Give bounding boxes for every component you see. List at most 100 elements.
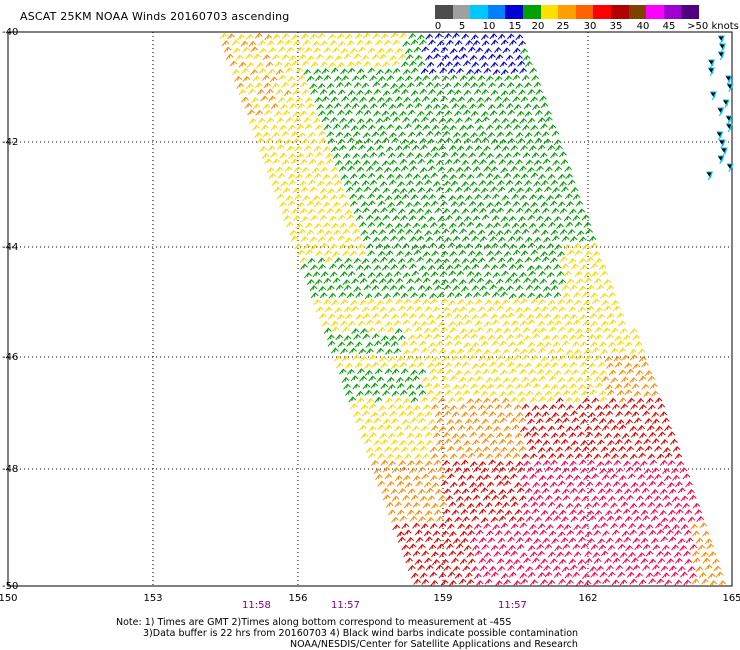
wind-barb [541, 411, 550, 418]
wind-barb [402, 474, 411, 481]
wind-barb [358, 348, 367, 355]
wind-barb [632, 460, 640, 467]
wind-barb [478, 130, 487, 138]
wind-barb [558, 278, 567, 286]
wind-barb [470, 383, 478, 390]
wind-barb-cyan [716, 131, 724, 141]
wind-barb [503, 425, 511, 432]
wind-barb [323, 277, 332, 284]
wind-barb [629, 425, 637, 432]
wind-barb [264, 158, 272, 165]
wind-barb [463, 440, 471, 447]
wind-barb [314, 124, 323, 131]
wind-barb [614, 508, 622, 515]
wind-barb [283, 89, 292, 97]
wind-barb [624, 389, 633, 396]
wind-barb [551, 334, 560, 341]
wind-barb [500, 291, 508, 298]
wind-barb [594, 404, 603, 411]
wind-barb [475, 425, 484, 432]
wind-barb [418, 466, 426, 473]
wind-barb [569, 383, 577, 390]
legend-swatch [593, 5, 611, 19]
wind-barb [538, 453, 547, 460]
wind-barb [472, 187, 481, 194]
wind-barb [599, 369, 607, 377]
wind-barb [478, 334, 487, 342]
wind-barb [549, 459, 558, 466]
wind-barb [605, 488, 614, 495]
wind-barb [518, 292, 526, 299]
wind-barb [538, 222, 547, 229]
wind-barb [379, 130, 388, 137]
wind-barb [331, 173, 340, 180]
wind-barb [588, 235, 597, 242]
wind-barb [407, 564, 416, 572]
wind-barb [413, 298, 421, 305]
wind-barb [385, 250, 394, 257]
wind-barb [607, 495, 616, 502]
wind-barb [566, 404, 574, 411]
wind-barb [522, 124, 530, 131]
wind-barb [315, 151, 323, 158]
wind-barb [369, 278, 378, 285]
wind-barb [468, 404, 477, 411]
wind-barb [454, 369, 463, 376]
wind-barb [351, 75, 360, 82]
wind-barb [413, 405, 421, 412]
wind-barb [646, 474, 654, 481]
wind-barb [459, 328, 468, 335]
wind-barb [663, 475, 672, 482]
wind-barb [631, 383, 640, 390]
wind-barb [532, 208, 541, 215]
wind-barb [380, 438, 389, 446]
wind-barb [401, 522, 410, 530]
wind-barb [384, 195, 393, 202]
wind-barb [654, 473, 662, 480]
wind-barb [511, 424, 520, 431]
wind-barb [558, 306, 566, 313]
wind-barb-cyan [717, 107, 725, 117]
wind-barb [460, 53, 468, 60]
wind-barb [466, 173, 475, 181]
wind-barb [428, 319, 437, 326]
pass-time-label: 11:57 [498, 600, 527, 611]
wind-barb [637, 425, 646, 432]
wind-barb [252, 124, 260, 131]
wind-barb [448, 550, 457, 557]
wind-barb [587, 459, 595, 466]
wind-barb [581, 291, 590, 298]
wind-barb [444, 158, 453, 165]
wind-barb [306, 103, 315, 110]
wind-barb [624, 341, 633, 348]
wind-barb [623, 460, 631, 467]
wind-barb [314, 201, 322, 208]
wind-barb [454, 466, 462, 474]
wind-barb [564, 396, 573, 403]
wind-barb [496, 305, 504, 312]
wind-barb [415, 383, 424, 391]
wind-barb [254, 32, 263, 39]
wind-barb [453, 82, 462, 89]
wind-barb [366, 165, 374, 172]
wind-barb [522, 152, 531, 159]
wind-barb [561, 186, 569, 193]
wind-barb [310, 61, 319, 68]
wind-barb [416, 110, 425, 117]
wind-barb [353, 208, 362, 215]
wind-barb [383, 39, 392, 46]
wind-barb [432, 382, 441, 390]
wind-barb [500, 39, 509, 46]
wind-barb [610, 424, 619, 431]
wind-barb [413, 355, 422, 362]
wind-barb [479, 236, 488, 243]
wind-barb [496, 180, 505, 187]
wind-barb [549, 510, 558, 517]
wind-barb [427, 495, 436, 502]
wind-barb [298, 228, 306, 235]
wind-barb [386, 173, 395, 180]
wind-barb [391, 390, 400, 397]
wind-barb [416, 361, 425, 368]
wind-barb [515, 307, 523, 314]
wind-barb [593, 277, 602, 284]
